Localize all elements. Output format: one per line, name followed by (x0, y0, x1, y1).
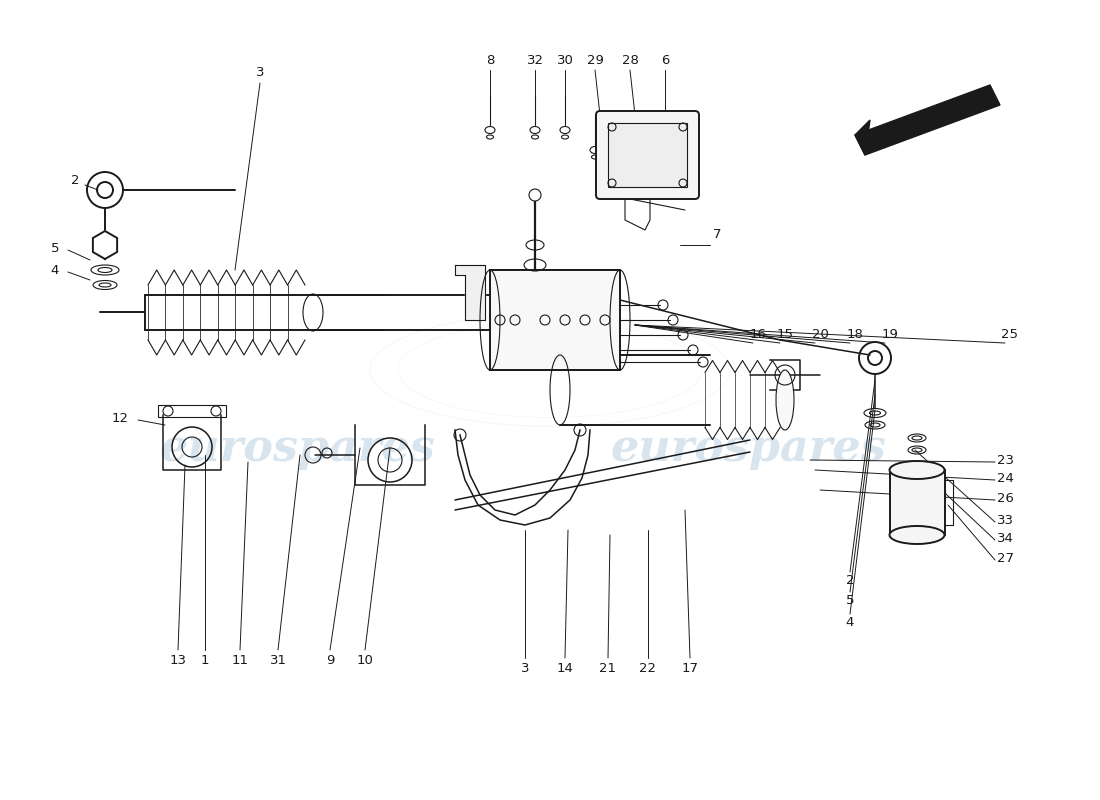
Bar (608, 123, 688, 187)
Text: 28: 28 (621, 54, 638, 66)
Ellipse shape (890, 526, 945, 544)
Text: 6: 6 (661, 54, 669, 66)
Text: 5: 5 (846, 594, 855, 606)
Polygon shape (855, 120, 870, 155)
Text: 1: 1 (200, 654, 209, 666)
Text: 22: 22 (639, 662, 657, 674)
Text: 12: 12 (111, 411, 129, 425)
Text: 19: 19 (881, 329, 899, 342)
Bar (490, 270, 620, 370)
Text: 3: 3 (255, 66, 264, 79)
Text: 17: 17 (682, 662, 698, 674)
Bar (890, 470, 945, 535)
Text: 8: 8 (486, 54, 494, 66)
Text: eurospares: eurospares (160, 426, 434, 470)
Text: 9: 9 (326, 654, 334, 666)
Ellipse shape (776, 370, 794, 430)
Polygon shape (455, 265, 485, 320)
Text: 20: 20 (812, 329, 828, 342)
Text: 11: 11 (231, 654, 249, 666)
Text: 26: 26 (997, 491, 1013, 505)
Text: 23: 23 (997, 454, 1013, 466)
Text: 7: 7 (713, 229, 722, 242)
Text: 15: 15 (777, 329, 793, 342)
Text: 30: 30 (557, 54, 573, 66)
Text: 16: 16 (749, 329, 767, 342)
Polygon shape (92, 231, 117, 259)
Text: 31: 31 (270, 654, 286, 666)
Text: 34: 34 (997, 531, 1013, 545)
Text: 24: 24 (997, 471, 1013, 485)
Text: 10: 10 (356, 654, 373, 666)
Text: 14: 14 (557, 662, 573, 674)
Ellipse shape (890, 461, 945, 479)
Text: 32: 32 (527, 54, 543, 66)
Text: 3: 3 (520, 662, 529, 674)
Text: 2: 2 (70, 174, 79, 186)
Text: 5: 5 (51, 242, 59, 254)
Text: 25: 25 (1001, 329, 1019, 342)
Text: eurospares: eurospares (610, 426, 886, 470)
Text: 33: 33 (997, 514, 1013, 526)
Text: 27: 27 (997, 551, 1013, 565)
Text: 4: 4 (51, 263, 59, 277)
Text: 29: 29 (586, 54, 604, 66)
Circle shape (529, 189, 541, 201)
Text: 18: 18 (847, 329, 864, 342)
Text: 4: 4 (846, 615, 855, 629)
FancyBboxPatch shape (596, 111, 698, 199)
Text: 13: 13 (169, 654, 187, 666)
Text: 21: 21 (600, 662, 616, 674)
Bar (158, 405, 225, 417)
Polygon shape (855, 85, 1000, 155)
Text: 2: 2 (846, 574, 855, 586)
